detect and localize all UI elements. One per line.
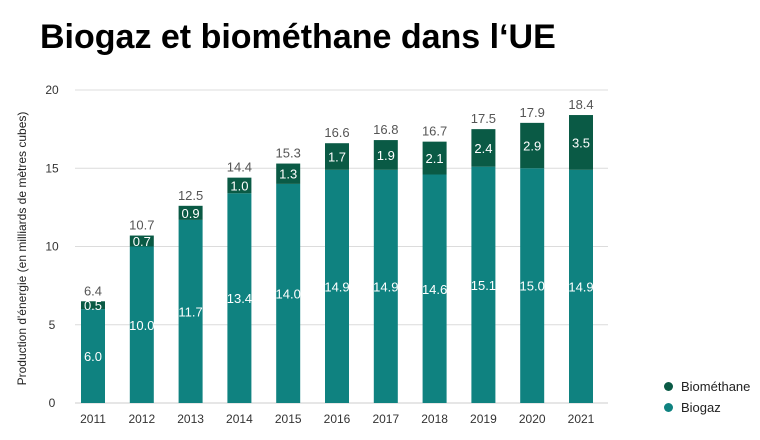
y-tick-label-15: 15 bbox=[45, 161, 59, 175]
bar-biomethane-2019 bbox=[471, 129, 496, 167]
x-tick-label-2015: 2015 bbox=[275, 412, 302, 426]
bar-biomethane-2015 bbox=[276, 163, 301, 184]
bar-biogaz-2018 bbox=[422, 174, 447, 403]
data-label-biogaz-2017: 14.9 bbox=[373, 279, 398, 294]
y-tick-label-20: 20 bbox=[45, 83, 59, 97]
x-tick-label-2011: 2011 bbox=[80, 412, 106, 426]
legend: Biométhane Biogaz bbox=[664, 376, 750, 418]
data-label-biomethane-2021: 3.5 bbox=[572, 135, 590, 150]
y-axis-label: Production d'énergie (en milliards de mè… bbox=[15, 112, 29, 386]
data-label-biogaz-2015: 14.0 bbox=[276, 286, 301, 301]
x-tick-label-2012: 2012 bbox=[128, 412, 155, 426]
bar-biomethane-2020 bbox=[520, 122, 545, 169]
bar-biogaz-2021 bbox=[569, 169, 593, 403]
bar-biomethane-2021 bbox=[569, 115, 593, 170]
bar-biogaz-2016 bbox=[325, 169, 349, 403]
bar-biogaz-2020 bbox=[520, 168, 545, 403]
data-label-biogaz-2011: 6.0 bbox=[84, 349, 102, 364]
total-label-2013: 12.5 bbox=[178, 188, 203, 203]
bar-biomethane-2017 bbox=[373, 140, 398, 170]
data-label-biomethane-2014: 1.0 bbox=[230, 178, 248, 193]
legend-label-biomethane: Biométhane bbox=[681, 379, 751, 394]
total-label-2018: 16.7 bbox=[422, 124, 447, 139]
total-label-2011: 6.4 bbox=[84, 283, 102, 298]
x-tick-label-2019: 2019 bbox=[470, 412, 497, 426]
data-label-biomethane-2017: 1.9 bbox=[377, 148, 395, 163]
bar-biogaz-2014 bbox=[227, 193, 252, 403]
bar-biogaz-2017 bbox=[373, 169, 398, 403]
y-tick-label-10: 10 bbox=[45, 240, 59, 254]
x-tick-label-2013: 2013 bbox=[177, 412, 204, 426]
bar-biomethane-2013 bbox=[178, 205, 203, 220]
bar-biomethane-2011 bbox=[81, 301, 105, 310]
legend-item-biomethane: Biométhane bbox=[664, 376, 750, 397]
x-tick-label-2016: 2016 bbox=[324, 412, 351, 426]
bar-biogaz-2015 bbox=[276, 183, 301, 403]
total-label-2014: 14.4 bbox=[227, 160, 252, 175]
data-label-biomethane-2012: 0.7 bbox=[133, 234, 151, 249]
total-label-2012: 10.7 bbox=[129, 218, 154, 233]
data-label-biomethane-2013: 0.9 bbox=[182, 206, 200, 221]
total-label-2020: 17.9 bbox=[520, 105, 545, 120]
data-label-biomethane-2018: 2.1 bbox=[426, 151, 444, 166]
total-label-2016: 16.6 bbox=[324, 125, 349, 140]
data-label-biogaz-2016: 14.9 bbox=[324, 279, 349, 294]
data-label-biogaz-2021: 14.9 bbox=[568, 279, 593, 294]
bar-biomethane-2018 bbox=[422, 141, 447, 175]
y-tick-label-0: 0 bbox=[49, 396, 56, 410]
x-tick-label-2020: 2020 bbox=[519, 412, 546, 426]
x-tick-label-2018: 2018 bbox=[421, 412, 448, 426]
x-tick-label-2014: 2014 bbox=[226, 412, 253, 426]
chart-title: Biogaz et biométhane dans l‘UE bbox=[40, 18, 556, 56]
data-label-biogaz-2012: 10.0 bbox=[129, 318, 154, 333]
legend-item-biogaz: Biogaz bbox=[664, 397, 750, 418]
bar-biomethane-2016 bbox=[325, 143, 349, 170]
data-label-biomethane-2016: 1.7 bbox=[328, 150, 346, 165]
x-tick-label-2021: 2021 bbox=[568, 412, 595, 426]
total-label-2021: 18.4 bbox=[568, 97, 593, 112]
data-label-biogaz-2013: 11.7 bbox=[178, 304, 202, 319]
data-label-biogaz-2014: 13.4 bbox=[227, 291, 252, 306]
y-tick-label-5: 5 bbox=[49, 318, 56, 332]
data-label-biomethane-2011: 0.5 bbox=[84, 298, 102, 313]
bar-biomethane-2012 bbox=[129, 235, 154, 247]
legend-label-biogaz: Biogaz bbox=[681, 400, 721, 415]
total-label-2017: 16.8 bbox=[373, 122, 398, 137]
bar-biogaz-2019 bbox=[471, 166, 496, 403]
data-label-biogaz-2018: 14.6 bbox=[422, 282, 447, 297]
data-label-biomethane-2015: 1.3 bbox=[279, 167, 297, 182]
bar-biogaz-2011 bbox=[81, 309, 105, 403]
total-label-2015: 15.3 bbox=[276, 146, 301, 161]
data-label-biogaz-2019: 15.1 bbox=[471, 278, 496, 293]
data-label-biogaz-2020: 15.0 bbox=[520, 279, 545, 294]
total-label-2019: 17.5 bbox=[471, 111, 496, 126]
data-label-biomethane-2020: 2.9 bbox=[523, 139, 541, 154]
data-label-biomethane-2019: 2.4 bbox=[474, 141, 492, 156]
bar-biogaz-2012 bbox=[129, 246, 154, 403]
bar-biogaz-2013 bbox=[178, 219, 203, 403]
legend-swatch-biogaz bbox=[664, 403, 673, 412]
bar-biomethane-2014 bbox=[227, 177, 252, 194]
legend-swatch-biomethane bbox=[664, 382, 673, 391]
x-tick-label-2017: 2017 bbox=[372, 412, 399, 426]
